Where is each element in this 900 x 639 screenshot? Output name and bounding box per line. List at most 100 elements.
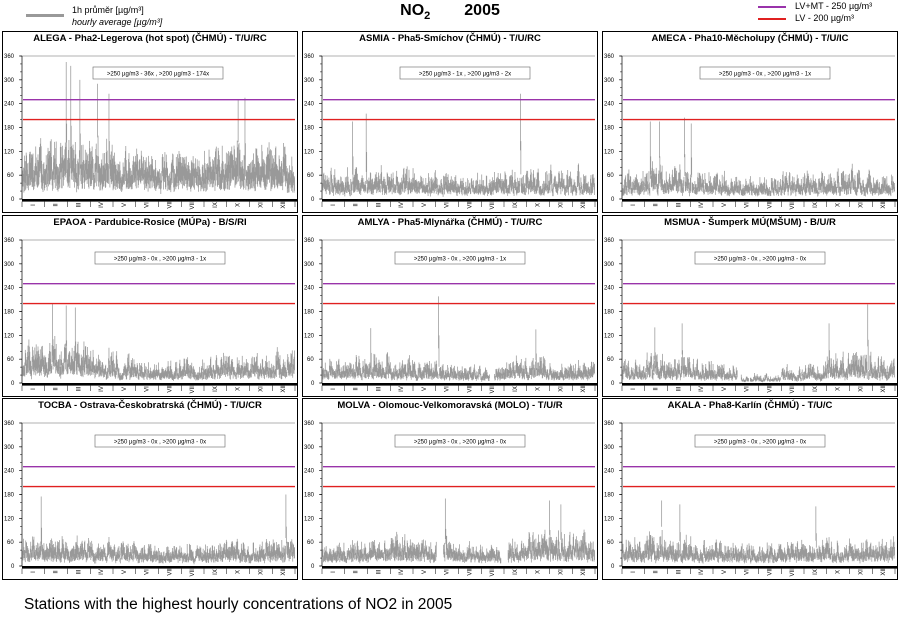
x-month-label: X — [536, 387, 542, 391]
x-month-label: VI — [745, 569, 751, 575]
x-month-label: XI — [858, 386, 864, 392]
y-tick-label: 180 — [604, 493, 615, 499]
station-chart-panel: ASMIA - Pha5-Smíchov (ČHMÚ) - T/U/RC 0 60 1… — [302, 31, 598, 213]
legend-swatch-lv — [758, 18, 786, 20]
y-tick-label: 300 — [604, 262, 615, 268]
y-tick-label: 180 — [4, 310, 15, 316]
x-month-label: III — [676, 386, 682, 391]
x-month-label: II — [54, 570, 60, 574]
station-chart-svg: 0 60 120 180 240 300 360 >250 µg/m3 - 0x , >200… — [4, 238, 298, 394]
station-chart-panel: AMECA - Pha10-Měcholupy (ČHMÚ) - T/U/IC 0… — [602, 31, 898, 213]
y-tick-label: 300 — [304, 262, 315, 268]
y-tick-label: 120 — [4, 516, 15, 522]
y-tick-label: 360 — [604, 54, 615, 60]
x-month-label: VII — [767, 201, 773, 209]
station-chart-svg: 0 60 120 180 240 300 360 >250 µg/m3 - 0x , >200… — [304, 238, 598, 394]
y-tick-label: 240 — [604, 102, 615, 108]
x-month-label: I — [331, 571, 337, 573]
x-month-label: VII — [767, 568, 773, 576]
x-month-label: VI — [445, 202, 451, 208]
title-pollutant-sub: 2 — [424, 10, 431, 23]
y-tick-label: 180 — [304, 310, 315, 316]
y-tick-label: 360 — [4, 54, 15, 60]
y-tick-label: 240 — [604, 469, 615, 475]
x-month-label: IX — [513, 202, 519, 208]
x-month-label: XII — [881, 385, 887, 393]
x-month-label: III — [76, 202, 82, 207]
x-month-label: XI — [558, 202, 564, 208]
x-month-label: XII — [881, 568, 887, 576]
x-month-label: VII — [467, 568, 473, 576]
y-tick-label: 360 — [304, 421, 315, 427]
y-tick-label: 120 — [304, 516, 315, 522]
y-tick-label: 240 — [4, 469, 15, 475]
x-month-label: XI — [558, 569, 564, 575]
x-month-label: XII — [281, 201, 287, 209]
y-tick-label: 60 — [607, 173, 614, 179]
legend-label-cz: 1h průměr [µg/m³] — [72, 5, 144, 15]
y-tick-label: 60 — [7, 357, 14, 363]
x-month-label: X — [236, 570, 242, 574]
x-month-label: IV — [699, 569, 705, 575]
x-month-label: III — [76, 386, 82, 391]
x-month-label: VI — [445, 569, 451, 575]
x-month-label: XI — [258, 202, 264, 208]
y-tick-label: 300 — [304, 445, 315, 451]
y-tick-label: 60 — [307, 173, 314, 179]
chart-title: EPAOA - Pardubice-Rosice (MÚPa) - B/S/RI — [53, 217, 247, 228]
y-tick-label: 60 — [307, 357, 314, 363]
x-month-label: IV — [399, 202, 405, 208]
y-tick-label: 60 — [307, 540, 314, 546]
hourly-average-series — [22, 61, 295, 194]
exceedance-box — [699, 66, 831, 80]
x-month-label: IX — [813, 386, 819, 392]
y-tick-label: 180 — [604, 126, 615, 132]
x-month-label: XI — [258, 386, 264, 392]
exceedance-box — [694, 251, 826, 265]
x-month-label: VI — [445, 386, 451, 392]
x-month-label: VII — [467, 385, 473, 393]
y-tick-label: 0 — [611, 564, 615, 570]
chart-title: MSMUA - Šumperk MÚ(MŠUM) - B/U/R — [664, 217, 836, 228]
station-chart-panel: MSMUA - Šumperk MÚ(MŠUM) - B/U/R 0 60 120 18… — [602, 215, 898, 397]
x-month-label: XI — [258, 569, 264, 575]
exceedance-box — [694, 434, 826, 448]
x-month-label: I — [31, 388, 37, 390]
hourly-average-series — [22, 494, 295, 565]
y-tick-label: 60 — [7, 173, 14, 179]
y-tick-label: 360 — [604, 421, 615, 427]
legend-label-lv: LV - 200 µg/m³ — [795, 13, 855, 23]
station-chart-svg: 0 60 120 180 240 300 360 >250 µg/m3 - 36x , >20… — [4, 54, 298, 210]
x-month-label: VIII — [190, 200, 196, 209]
exceedance-count-label: >250 µg/m3 - 0x , >200 µg/m3 - 1x — [719, 71, 811, 77]
x-month-label: V — [122, 570, 128, 574]
x-month-label: VIII — [190, 384, 196, 393]
exceedance-count-label: >250 µg/m3 - 0x , >200 µg/m3 - 0x — [714, 439, 806, 445]
x-month-label: VIII — [190, 567, 196, 576]
x-month-label: II — [354, 570, 360, 574]
x-month-label: IV — [99, 386, 105, 392]
x-month-label: II — [54, 203, 60, 207]
x-month-label: X — [236, 387, 242, 391]
hourly-average-series — [622, 500, 895, 564]
x-month-label: VI — [145, 202, 151, 208]
x-axis-bar — [622, 383, 898, 386]
x-month-label: XII — [581, 201, 587, 209]
hourly-average-series — [322, 93, 595, 197]
exceedance-count-label: >250 µg/m3 - 0x , >200 µg/m3 - 1x — [114, 256, 206, 262]
x-month-label: XII — [881, 201, 887, 209]
x-month-label: III — [76, 569, 82, 574]
x-month-label: X — [836, 570, 842, 574]
x-month-label: IV — [99, 202, 105, 208]
x-month-label: V — [722, 203, 728, 207]
x-month-label: X — [236, 203, 242, 207]
y-tick-label: 300 — [604, 445, 615, 451]
x-month-label: VIII — [790, 384, 796, 393]
x-month-label: VI — [745, 202, 751, 208]
page-title: NO2 2005 — [0, 2, 900, 22]
y-tick-label: 120 — [304, 333, 315, 339]
x-month-label: IX — [513, 386, 519, 392]
y-tick-label: 360 — [4, 421, 15, 427]
station-chart-panel: TOCBA - Ostrava-Českobratrská (ČHMÚ) - T… — [2, 398, 298, 580]
exceedance-count-label: >250 µg/m3 - 0x , >200 µg/m3 - 0x — [414, 439, 506, 445]
